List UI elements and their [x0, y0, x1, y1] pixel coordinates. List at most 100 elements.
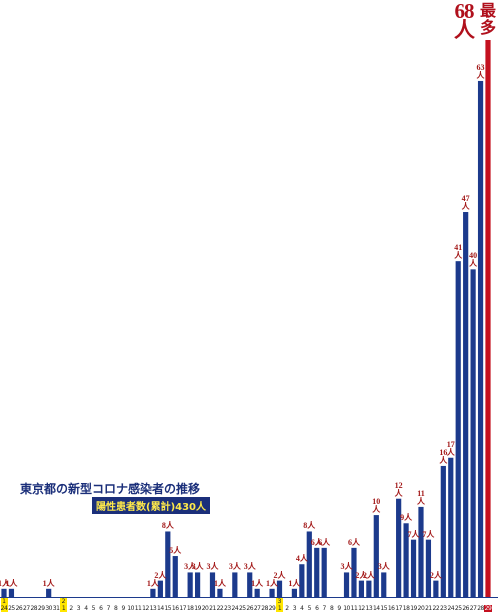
- x-tick-label: 25: [454, 605, 462, 612]
- x-tick-label: 29: [37, 605, 45, 612]
- value-label: 2人: [429, 570, 442, 580]
- value-label: 17人: [446, 439, 455, 457]
- value-label: 1人: [251, 578, 264, 588]
- x-tick-label: 26: [246, 605, 254, 612]
- x-tick-label: 8: [114, 605, 118, 612]
- value-label: 1人: [288, 578, 301, 588]
- x-tick-label: 26: [462, 605, 469, 612]
- x-tick-label: 22: [216, 605, 224, 612]
- x-tick-label: 16: [171, 605, 179, 612]
- bar: [373, 515, 379, 597]
- bar: [455, 261, 461, 597]
- x-tick-label: 20: [201, 605, 209, 612]
- bar: [276, 580, 283, 597]
- x-tick-label: 14: [157, 605, 164, 612]
- value-label: 68人: [454, 0, 475, 42]
- value-label: 40人: [469, 251, 478, 269]
- bar: [291, 588, 297, 597]
- value-label: 2人: [355, 570, 368, 580]
- month-label: 2: [60, 598, 68, 605]
- value-label: 7人: [422, 529, 435, 539]
- x-tick-label: 23: [439, 605, 447, 612]
- bar: [321, 547, 327, 597]
- bar: [381, 572, 387, 597]
- x-tick-label: 6: [315, 605, 319, 612]
- value-label: 3人: [206, 562, 219, 572]
- bar: [8, 588, 15, 597]
- value-label: 8人: [161, 521, 174, 531]
- x-tick-label: 12: [358, 605, 365, 612]
- x-tick-label: 10: [343, 605, 350, 612]
- x-tick-label: 29: [484, 605, 492, 612]
- x-tick-label: 27: [23, 605, 30, 612]
- value-label: 8人: [303, 521, 316, 531]
- x-tick-label: 20: [417, 605, 425, 612]
- value-label: 11人: [416, 488, 425, 506]
- x-tick-label: 23: [224, 605, 231, 612]
- x-tick-label: 28: [30, 605, 38, 612]
- value-label: 1人: [266, 578, 279, 588]
- x-tick-label: 24: [231, 605, 239, 612]
- x-tick-label: 9: [121, 605, 125, 612]
- x-tick-label: 10: [127, 605, 134, 612]
- value-label: 16人: [439, 447, 448, 465]
- bar: [410, 539, 417, 597]
- value-label: 3人: [228, 562, 241, 572]
- x-tick-label: 25: [8, 605, 15, 612]
- x-tick-label: 17: [395, 605, 402, 612]
- month-label: 3: [276, 598, 283, 605]
- value-label: 4人: [295, 554, 308, 564]
- x-tick-label: 19: [410, 605, 417, 612]
- x-tick-label: 2: [69, 605, 73, 612]
- x-tick-label: 5: [91, 605, 96, 612]
- bar: [314, 547, 320, 597]
- bar: [187, 572, 193, 597]
- value-label: 1人: [0, 578, 10, 588]
- value-label: 12人: [394, 480, 403, 498]
- x-tick-label: 28: [261, 605, 268, 612]
- value-label: 1人: [146, 578, 159, 588]
- x-tick-label: 4: [84, 605, 88, 612]
- value-label: 7人: [407, 529, 420, 539]
- bar: [396, 498, 402, 597]
- x-tick-label: 2: [285, 605, 289, 612]
- value-label: 3人: [191, 562, 204, 572]
- x-tick-label: 27: [469, 605, 477, 612]
- x-tick-label: 16: [387, 605, 395, 612]
- value-label: 6人: [347, 537, 360, 547]
- bar: [485, 40, 491, 597]
- x-tick-label: 8: [329, 605, 334, 612]
- chart-title: 東京都の新型コロナ感染者の推移: [20, 482, 201, 496]
- value-label: 6人: [310, 537, 323, 547]
- x-tick-label: 26: [15, 605, 23, 612]
- x-tick-label: 24: [447, 605, 455, 612]
- x-tick-label: 25: [238, 605, 246, 612]
- value-label: 63人: [476, 62, 485, 80]
- bar: [343, 572, 350, 597]
- value-label: 9人: [400, 513, 413, 523]
- value-label: 1人: [5, 578, 18, 588]
- value-label: 2人: [273, 570, 286, 580]
- bar: [351, 547, 357, 597]
- x-tick-label: 12: [142, 605, 149, 612]
- x-tick-label: 15: [380, 605, 388, 612]
- bar: [217, 588, 223, 597]
- x-tick-label: 6: [99, 605, 103, 612]
- x-tick-label: 3: [292, 605, 297, 612]
- x-tick-label: 14: [372, 605, 380, 612]
- bar: [172, 556, 178, 597]
- value-label: 3人: [243, 562, 256, 572]
- bar: [209, 572, 216, 597]
- bar: [165, 531, 171, 597]
- x-tick-label: 7: [106, 605, 111, 612]
- x-tick-label: 15: [164, 605, 172, 612]
- value-label: 3人: [340, 562, 353, 572]
- value-label: 1人: [42, 578, 55, 588]
- bar: [157, 580, 163, 597]
- bar: [366, 580, 372, 597]
- bar: [358, 580, 365, 597]
- subtitle: 陽性患者数(累計)430人: [92, 497, 211, 514]
- bar: [1, 588, 7, 597]
- annotation: 最多: [480, 3, 497, 37]
